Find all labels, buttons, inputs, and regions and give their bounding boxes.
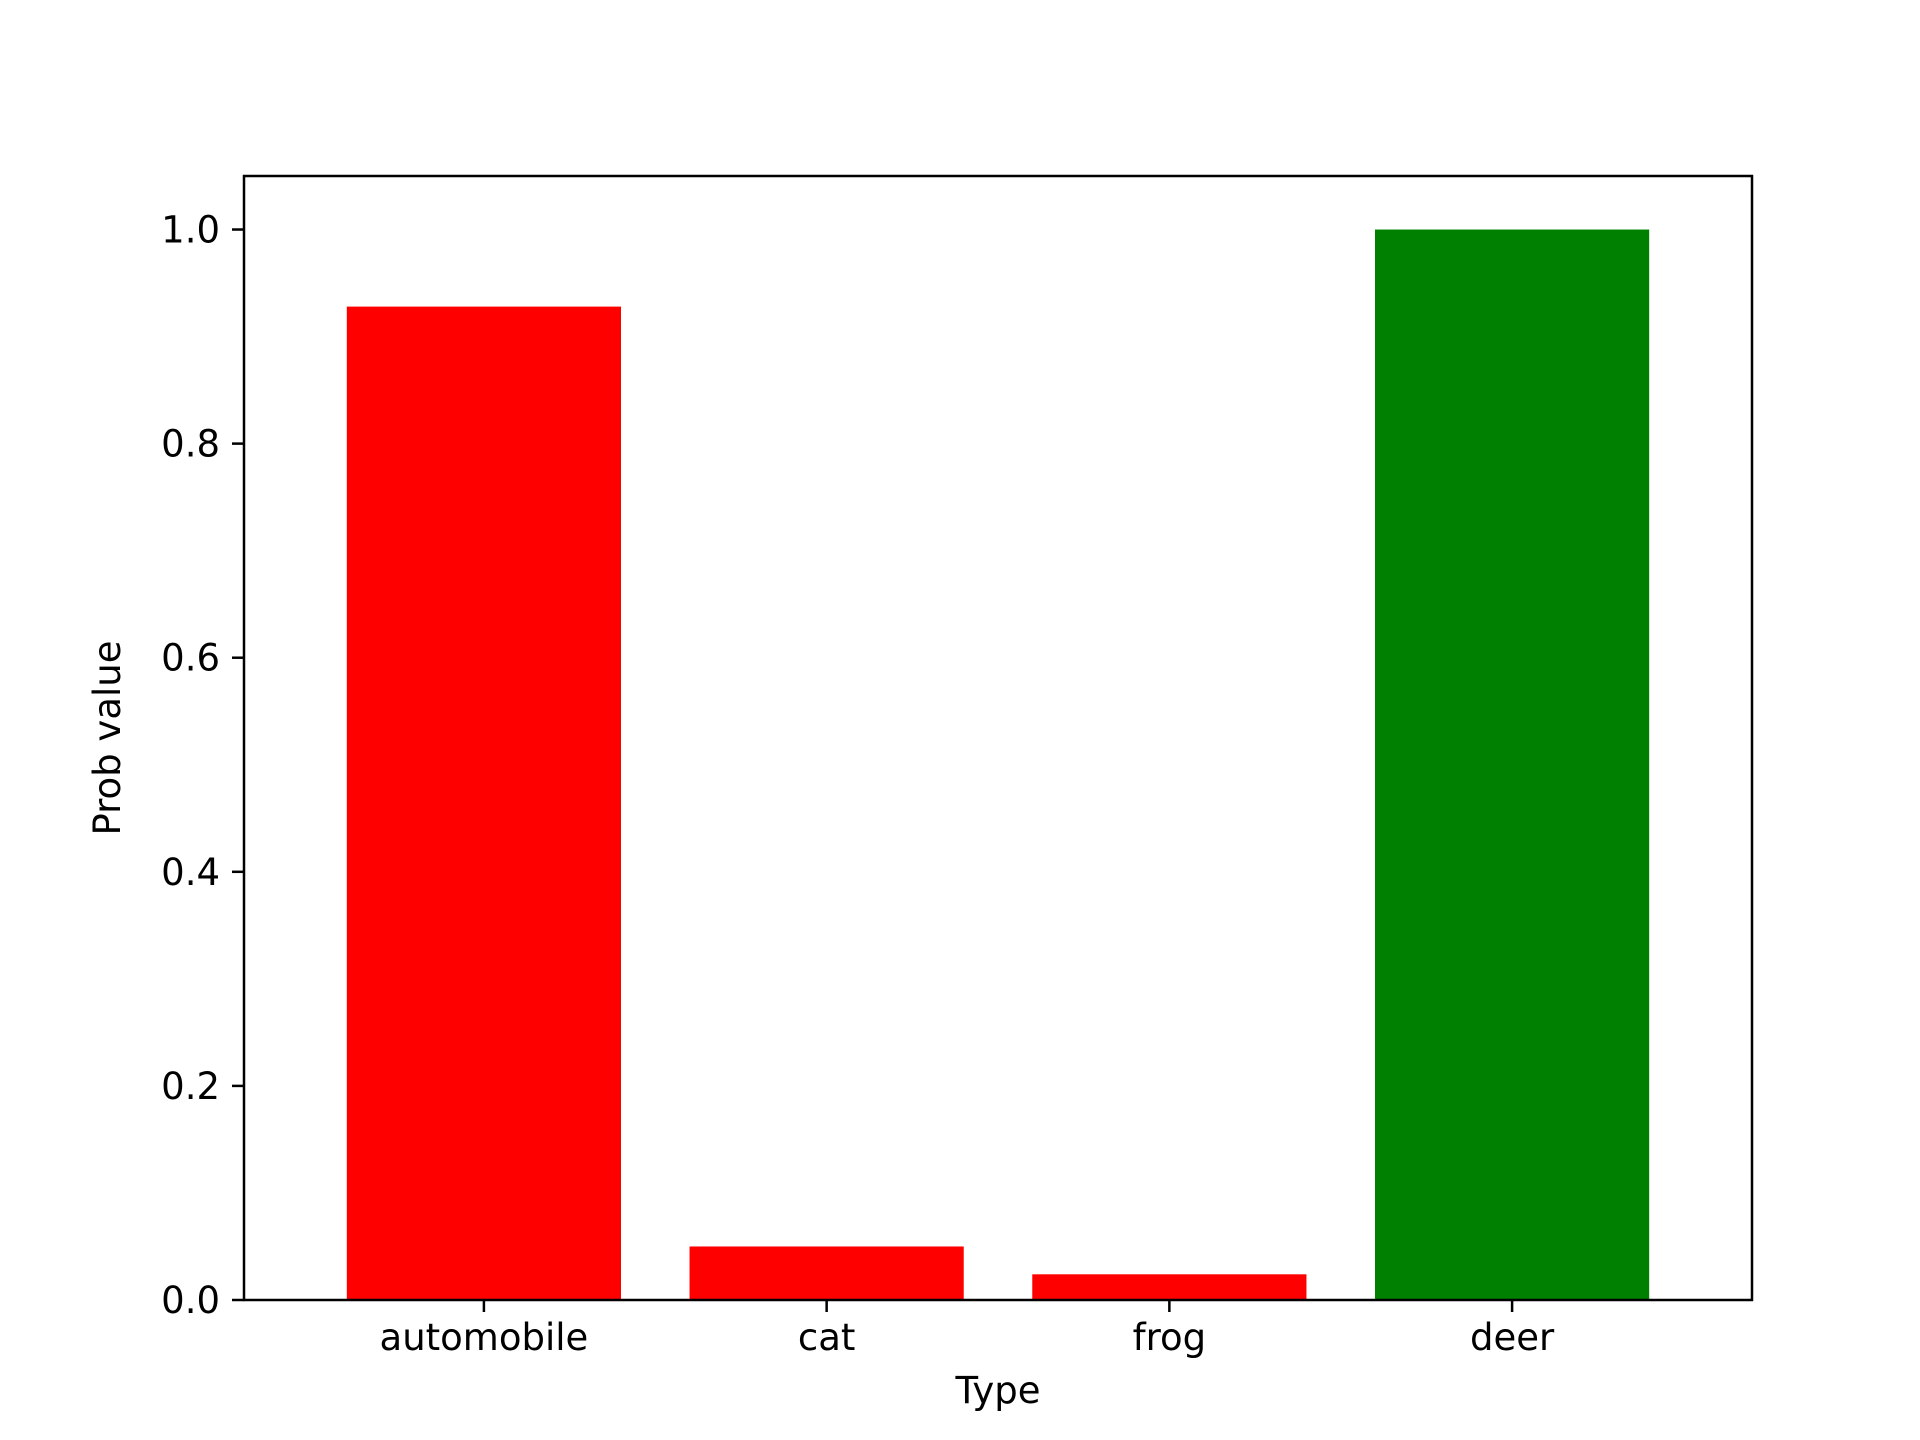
y-tick-label: 0.0 bbox=[161, 1279, 220, 1322]
y-tick-label: 0.6 bbox=[161, 637, 220, 680]
x-tick-label: cat bbox=[798, 1316, 856, 1359]
x-axis-ticks: automobile cat frog deer bbox=[380, 1300, 1555, 1359]
y-axis-ticks: 0.0 0.2 0.4 0.6 0.8 1.0 bbox=[161, 209, 244, 1322]
bars-layer bbox=[346, 229, 1650, 1300]
y-axis-label: Prob value bbox=[86, 640, 129, 835]
x-tick-label: frog bbox=[1133, 1316, 1207, 1359]
y-tick-label: 0.4 bbox=[161, 851, 220, 894]
x-tick-label: automobile bbox=[380, 1316, 589, 1359]
bar-frog bbox=[1032, 1274, 1307, 1300]
y-tick-label: 0.8 bbox=[161, 423, 220, 466]
y-tick-label: 0.2 bbox=[161, 1065, 220, 1108]
plot-area-frame bbox=[242, 174, 1754, 1302]
bar-deer bbox=[1375, 229, 1650, 1300]
x-axis-label: Type bbox=[955, 1369, 1041, 1412]
y-tick-label: 1.0 bbox=[161, 209, 220, 252]
x-tick-label: deer bbox=[1470, 1316, 1555, 1359]
bar-automobile bbox=[346, 306, 621, 1300]
bar-cat bbox=[689, 1246, 964, 1300]
